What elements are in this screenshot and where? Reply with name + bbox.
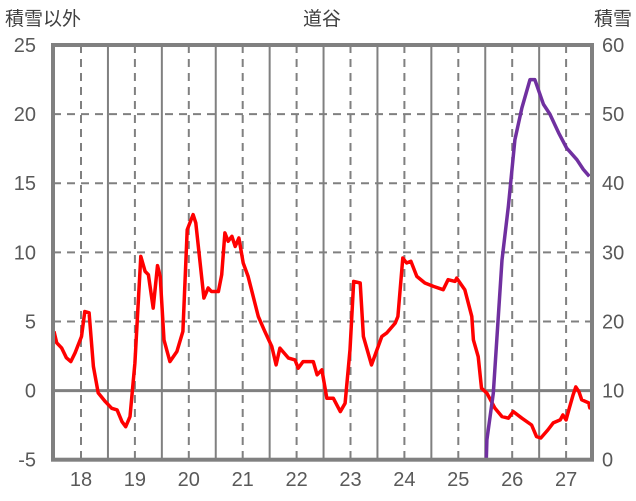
x-tick-label: 27 (555, 469, 577, 491)
right-axis-title: 積雪 (594, 8, 632, 30)
x-tick-label: 22 (285, 469, 307, 491)
left-tick-label: 5 (25, 311, 36, 333)
x-tick-label: 26 (501, 469, 523, 491)
left-axis-title: 積雪以外 (5, 8, 81, 30)
x-tick-label: 24 (393, 469, 415, 491)
left-tick-label: -5 (18, 450, 36, 472)
left-tick-label: 0 (25, 381, 36, 403)
x-tick-label: 21 (232, 469, 254, 491)
plot-border (51, 43, 594, 462)
non-snow-series-line (52, 212, 594, 440)
right-tick-label: 0 (602, 450, 613, 472)
snow-series-line (52, 77, 591, 462)
left-tick-label: 20 (14, 104, 36, 126)
left-tick-label: 15 (14, 173, 36, 195)
x-tick-label: 20 (178, 469, 200, 491)
x-tick-label: 25 (447, 469, 469, 491)
chart-title: 道谷 (303, 8, 341, 30)
right-tick-label: 50 (602, 104, 624, 126)
gridlines (53, 45, 592, 460)
right-tick-label: 20 (602, 311, 624, 333)
right-tick-label: 40 (602, 173, 624, 195)
right-tick-label: 30 (602, 242, 624, 264)
right-tick-label: 10 (602, 381, 624, 403)
series-lines (52, 77, 594, 462)
x-tick-label: 18 (70, 469, 92, 491)
x-tick-label: 19 (124, 469, 146, 491)
left-tick-label: 25 (14, 35, 36, 57)
left-tick-label: 10 (14, 242, 36, 264)
x-tick-label: 23 (339, 469, 361, 491)
right-tick-label: 60 (602, 35, 624, 57)
